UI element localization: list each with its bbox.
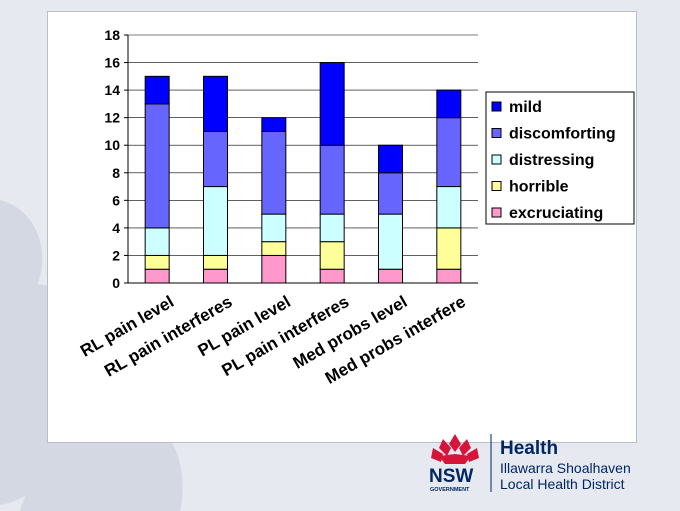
legend: mild discomforting distressing horrible excr… [485,91,635,225]
bar-segment-distressing [261,213,287,243]
bar-segment-distressing [378,213,403,270]
y-tick-label: 4 [112,220,120,236]
district-name-line2: Local Health District [500,476,625,492]
government-label: GOVERNMENT [430,487,470,493]
y-tick-labels: 0 2 4 6 8 10 12 14 16 18 [104,27,120,291]
bar-segment-distressing [436,186,462,229]
y-tick-label: 14 [104,82,120,98]
bar-segment-mild [261,117,287,132]
bar-segment-excruciating [261,254,287,284]
bar-segment-excruciating [436,268,462,284]
y-tick-label: 12 [104,110,120,126]
bar-segment-mild [144,75,170,105]
legend-label-excruciating: excruciating [509,205,603,222]
legend-swatch-mild [491,101,502,112]
y-tick-label: 2 [112,247,120,263]
legend-label-distressing: distressing [509,152,594,169]
legend-label-mild: mild [509,99,542,116]
bar-segment-mild [378,144,403,174]
y-tick-label: 8 [112,165,120,181]
bar-segment-horrible [203,254,228,270]
chart-panel: 0 2 4 6 8 10 12 14 16 18 RL pain level RL pain int… [47,11,637,443]
bar-segment-excruciating [203,268,228,284]
legend-swatch-excruciating [491,207,502,218]
bar-segment-mild [436,89,462,119]
legend-swatch-horrible [491,181,502,191]
nsw-health-logo: NSW GOVERNMENT Health Illawarra Shoalhav… [429,434,631,493]
bar-segment-excruciating [144,268,170,284]
nsw-wordmark: NSW [429,466,473,487]
y-gridlines [124,34,478,284]
legend-swatch-distressing [491,154,502,165]
bar-segment-discomforting [144,103,170,229]
bar-segment-mild [319,62,345,146]
legend-label-horrible: horrible [509,179,569,196]
y-tick-label: 18 [104,27,120,43]
bar-segment-discomforting [261,130,287,215]
district-name-line1: Illawarra Shoalhaven [500,460,631,476]
legend-label-discomforting: discomforting [509,126,616,143]
legend-box [485,91,635,225]
bar-segment-distressing [203,186,228,256]
y-tick-label: 0 [112,275,120,291]
bar-stacks [144,62,462,284]
bar-segment-horrible [144,254,170,270]
bar-segment-excruciating [319,268,345,284]
health-title: Health [500,438,558,459]
y-tick-label: 6 [112,192,120,208]
waratah-icon [431,434,479,464]
bar-segment-distressing [144,227,170,256]
bar-segment-discomforting [319,144,345,215]
bar-segment-horrible [319,241,345,270]
y-tick-label: 16 [104,55,120,71]
bar-segment-distressing [319,213,345,243]
bar-segment-mild [203,75,228,132]
bar-segment-horrible [436,227,462,270]
legend-swatch-discomforting [491,128,502,138]
bar-segment-horrible [261,241,287,256]
bar-segment-excruciating [378,268,403,284]
bar-segment-discomforting [203,130,228,188]
y-tick-label: 10 [104,137,120,153]
bar-segment-discomforting [378,172,403,215]
bar-segment-discomforting [436,117,462,188]
